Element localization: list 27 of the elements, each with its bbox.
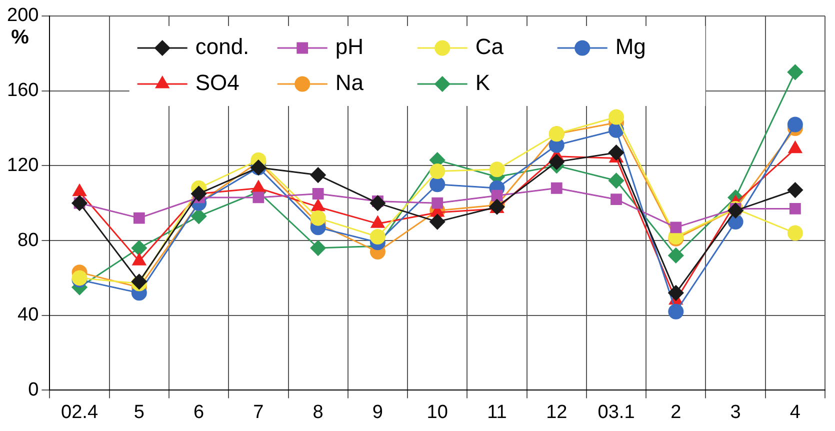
y-tick-label: 80 <box>18 230 39 251</box>
legend-label: pH <box>335 34 364 60</box>
legend-label: Mg <box>615 34 646 60</box>
x-tick-label: 7 <box>253 402 264 423</box>
legend-label: SO4 <box>195 70 240 96</box>
y-tick-label: 160 <box>7 80 39 102</box>
y-tick-label: 0 <box>28 379 39 400</box>
y-tick-label: 200 <box>7 5 39 26</box>
legend-label: Ca <box>475 34 504 60</box>
y-axis-title: % <box>11 26 30 49</box>
x-tick-label: 03.1 <box>598 402 635 423</box>
x-tick-label: 8 <box>312 402 324 423</box>
y-tick-label: 120 <box>7 154 39 176</box>
x-tick-label: 2 <box>670 402 682 423</box>
legend-label: K <box>475 70 490 96</box>
x-tick-label: 10 <box>426 402 448 423</box>
x-tick-label: 11 <box>487 402 507 423</box>
x-tick-label: 02.4 <box>61 402 98 423</box>
y-tick-label: 40 <box>18 304 39 326</box>
x-tick-label: 5 <box>134 402 144 423</box>
legend-label: cond. <box>195 34 250 60</box>
legend-label: Na <box>335 70 364 96</box>
x-tick-label: 9 <box>372 402 383 423</box>
x-tick-label: 4 <box>790 402 801 423</box>
x-tick-label: 3 <box>730 402 741 423</box>
x-tick-label: 6 <box>194 402 204 423</box>
x-tick-label: 12 <box>546 402 568 423</box>
